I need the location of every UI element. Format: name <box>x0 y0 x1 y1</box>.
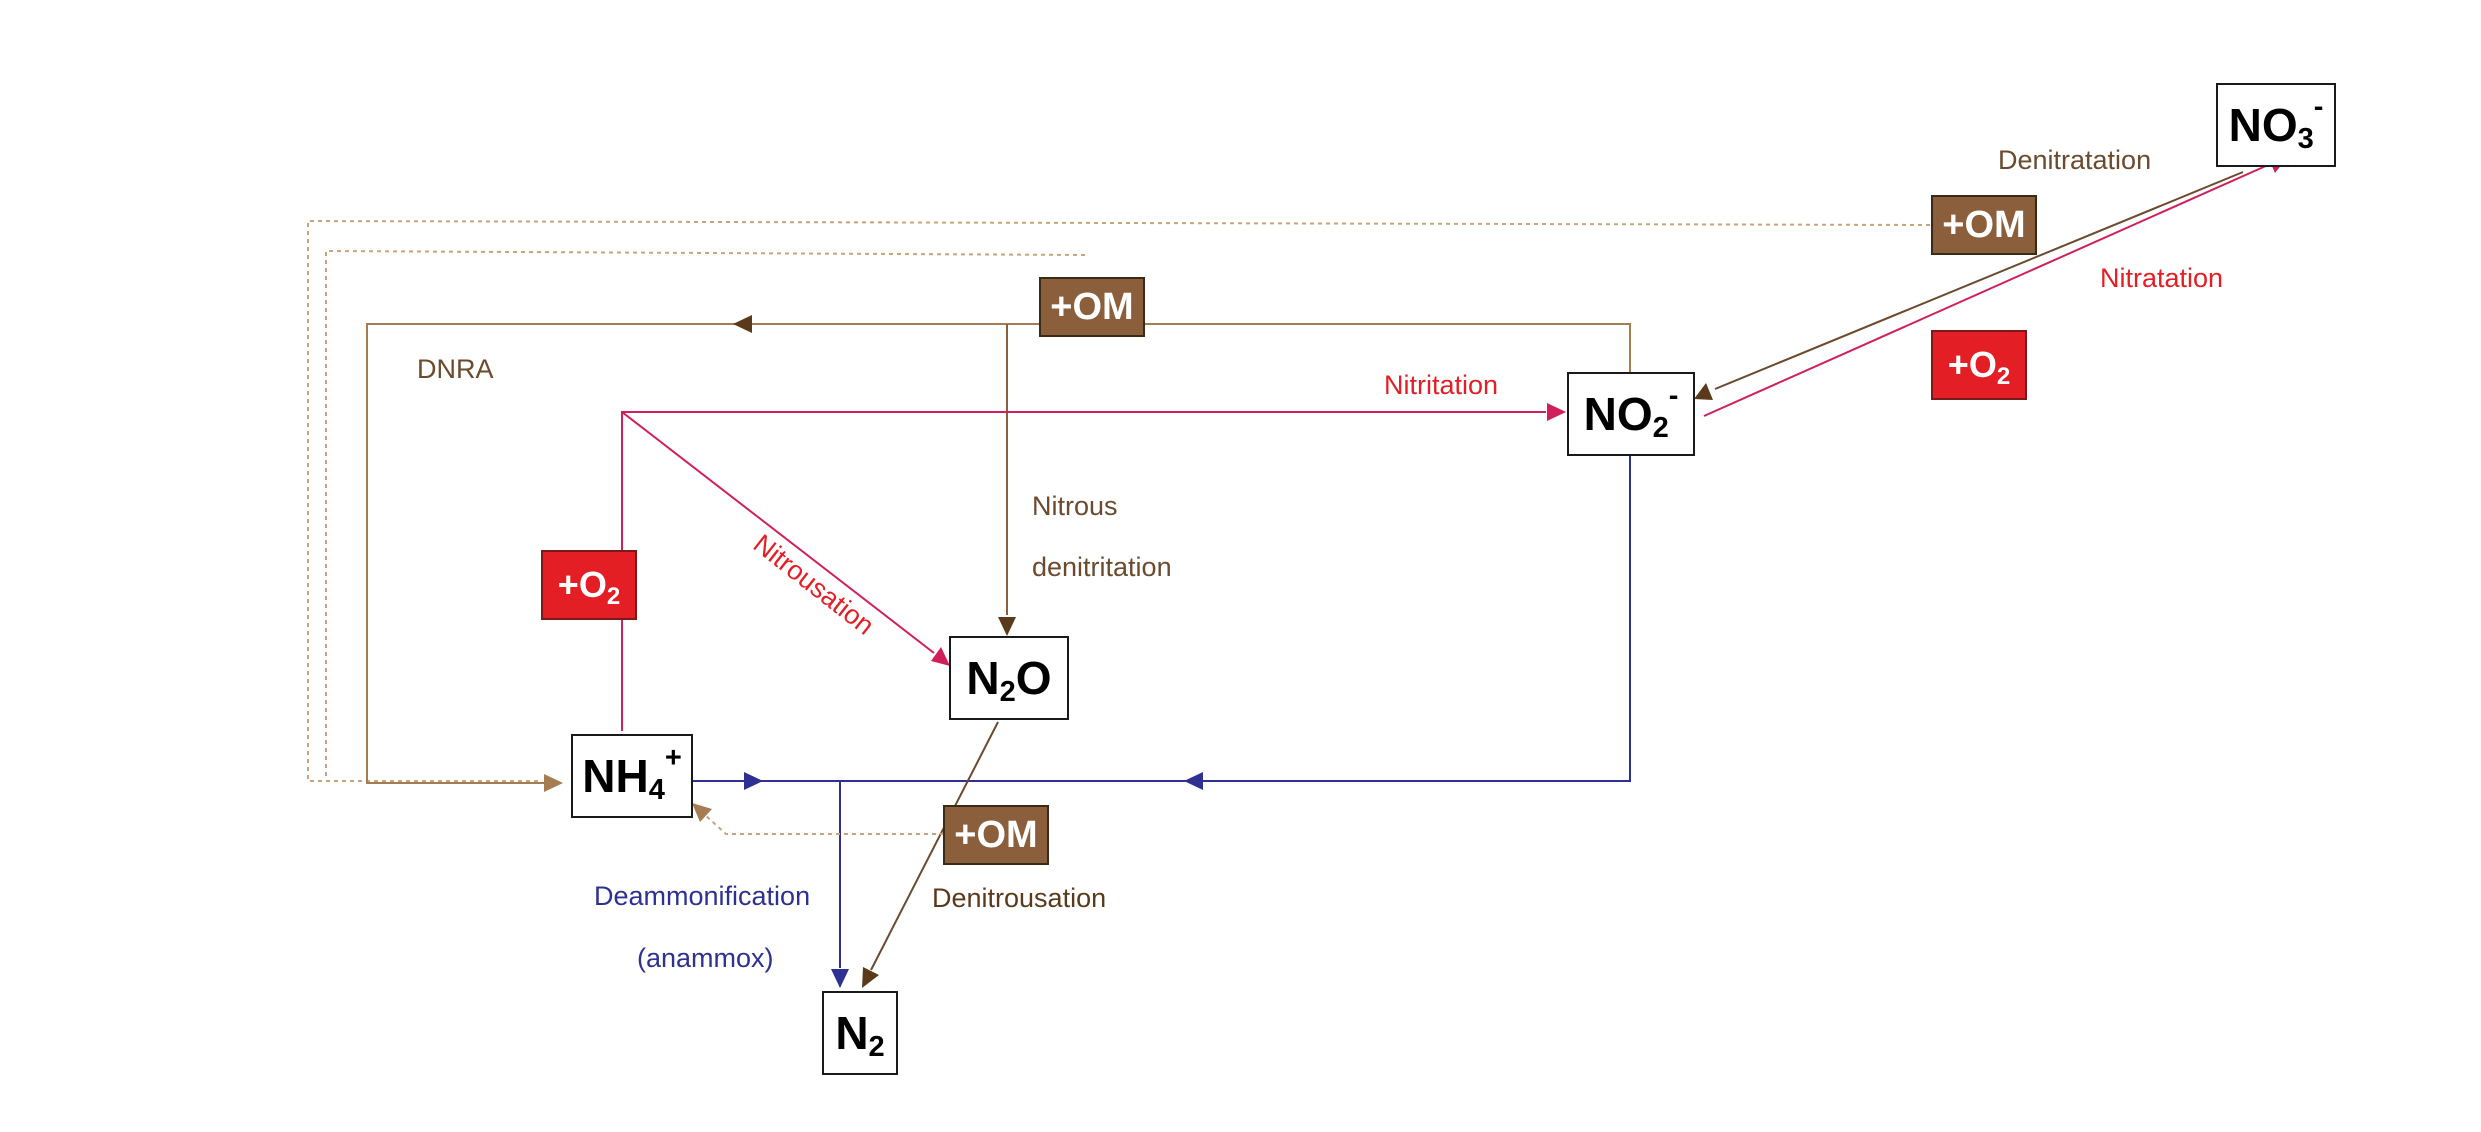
n2-node: N 2 <box>822 991 898 1075</box>
om-to-nh4-arrowhead <box>692 803 712 822</box>
n2-subscript: 2 <box>868 1030 885 1063</box>
n2o-post: O <box>1015 652 1052 704</box>
denitrousation-arrowhead <box>862 967 879 988</box>
denitrousation-line <box>870 721 999 971</box>
denitratation-label: Denitratation <box>1998 145 2152 175</box>
o2-subscript: 2 <box>1996 363 2011 390</box>
nh4-node: NH 4 + <box>571 734 693 818</box>
deammonification-n2-arrowhead <box>831 969 849 988</box>
nitrousation-line <box>621 411 935 654</box>
dnra-arrowhead-left <box>733 315 752 333</box>
o2-tag-nitritation: +O 2 <box>541 550 637 620</box>
n2o-pre: N <box>966 652 1000 704</box>
denitratation-line <box>1714 171 2244 390</box>
deammonification-arrowhead-nh4 <box>744 772 763 790</box>
deammonification-arrowhead-mid <box>1184 772 1203 790</box>
dnra-path <box>366 323 1631 784</box>
n2-base: N <box>835 1007 869 1059</box>
no2-subscript: 2 <box>1652 411 1669 444</box>
no3-subscript: 3 <box>2297 122 2314 155</box>
n2o-subscript: 2 <box>999 675 1016 708</box>
nitrous-denitritation-line1-label: Nitrous <box>1032 491 1118 521</box>
denitratation-arrowhead <box>1694 383 1713 400</box>
no3-base: NO <box>2228 99 2298 151</box>
deammonification-path <box>690 456 1631 782</box>
deammonification-label: Deammonification <box>594 881 811 911</box>
o2-subscript: 2 <box>606 583 621 610</box>
om-to-nh4-dotted-path <box>704 814 944 835</box>
dnra-arrowhead-nh4 <box>544 774 563 792</box>
no2-node: NO 2 - <box>1567 372 1695 456</box>
nitritation-label: Nitritation <box>1384 370 1499 400</box>
denitrousation-label: Denitrousation <box>932 883 1107 913</box>
dnra-nitrate-dotted-path <box>307 219 1931 782</box>
no3-node: NO 3 - <box>2216 83 2336 167</box>
om-tag-nitrate: +OM <box>1931 195 2037 255</box>
no2-base: NO <box>1583 388 1653 440</box>
o2-tag-nitratation: +O 2 <box>1931 330 2027 400</box>
nitrous-denitritation-arrowhead <box>998 617 1016 636</box>
om-tag-top: +OM <box>1039 277 1145 337</box>
anammox-label: (anammox) <box>637 943 774 973</box>
nitratation-label: Nitratation <box>2100 263 2224 293</box>
o2-base: +O <box>1947 344 1997 385</box>
no2-superscript: - <box>1668 379 1679 412</box>
nitrous-denitritation-line2-label: denitritation <box>1032 552 1172 582</box>
nh4-superscript: + <box>664 741 682 774</box>
nitritation-arrowhead <box>1547 403 1566 421</box>
nitrousation-arrowhead <box>931 647 950 666</box>
nitratation-line <box>1703 164 2269 417</box>
om-tag-bottom: +OM <box>943 805 1049 865</box>
no3-superscript: - <box>2313 90 2324 123</box>
dnra-label: DNRA <box>417 354 494 384</box>
nh4-subscript: 4 <box>648 773 665 806</box>
n2o-node: N 2 O <box>949 636 1069 720</box>
o2-base: +O <box>557 564 607 605</box>
nh4-base: NH <box>582 750 649 802</box>
